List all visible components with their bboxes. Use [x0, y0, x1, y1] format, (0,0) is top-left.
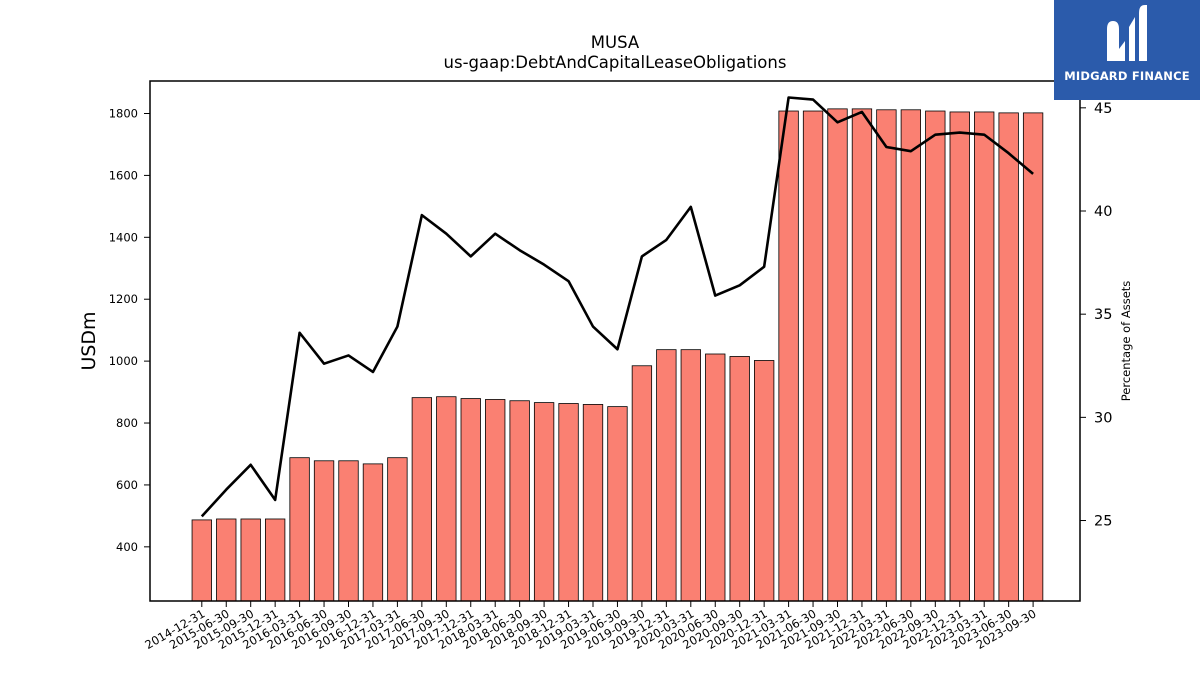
bar-2018-12-31: [558, 403, 579, 602]
left-axis: 400 600 800 1000 1200 1400 1600 1800: [109, 107, 150, 554]
bar-2023-03-31: [974, 111, 995, 602]
right-tick-label: 40: [1094, 204, 1112, 220]
right-axis: 25 30 35 40 45: [1080, 101, 1112, 530]
left-tick-label: 1600: [109, 168, 138, 182]
midgard-m-icon: [1107, 5, 1147, 61]
bar-2021-03-31: [778, 110, 799, 602]
bar-2018-09-30: [533, 402, 555, 602]
bar-2017-03-31: [387, 457, 408, 602]
left-tick-label: 1800: [109, 107, 138, 121]
chart-subtitle: us-gaap:DebtAndCapitalLeaseObligations: [444, 53, 787, 72]
brand-name: MIDGARD FINANCE: [1064, 69, 1190, 83]
left-tick-label: 600: [116, 478, 138, 492]
bar-2023-06-30: [998, 112, 1019, 602]
bar-2020-12-31: [754, 360, 775, 602]
percentage-line: [200, 96, 1034, 518]
bar-2014-12-31: [191, 519, 212, 602]
bar-2019-06-30: [607, 406, 628, 602]
bar-2015-06-30: [216, 518, 237, 602]
bar-2021-06-30: [802, 110, 824, 602]
y2-axis-label: Percentage of Assets: [1119, 281, 1133, 402]
bar-2020-03-31: [680, 349, 701, 602]
bar-2019-09-30: [631, 365, 653, 602]
bar-2023-09-30: [1022, 112, 1044, 602]
bar-2022-06-30: [900, 109, 921, 602]
bar-2017-12-31: [460, 398, 481, 602]
bar-2020-09-30: [729, 356, 750, 602]
bar-2021-09-30: [827, 108, 848, 602]
bar-2022-12-31: [949, 111, 970, 602]
bar-2018-06-30: [509, 400, 530, 602]
bar-2016-12-31: [362, 463, 384, 602]
bar-2016-09-30: [338, 460, 359, 602]
y-axis-label: USDm: [78, 311, 100, 370]
bar-2019-03-31: [582, 404, 604, 602]
bar-2021-12-31: [851, 108, 873, 602]
left-tick-label: 800: [116, 416, 138, 430]
bar-2022-09-30: [925, 110, 946, 602]
left-tick-label: 1000: [109, 354, 138, 368]
plot-frame: [149, 80, 1081, 602]
bar-2022-03-31: [876, 109, 897, 602]
bar-series: [191, 108, 1044, 602]
bar-2019-12-31: [656, 349, 677, 602]
bar-2016-03-31: [289, 457, 310, 602]
left-tick-label: 1200: [109, 292, 138, 306]
bar-2018-03-31: [485, 399, 506, 602]
bar-2017-06-30: [411, 397, 433, 602]
chart-title: MUSA: [591, 33, 640, 52]
bar-2020-06-30: [705, 353, 726, 602]
left-tick-label: 1400: [109, 230, 138, 244]
right-tick-label: 25: [1094, 514, 1112, 530]
bar-2016-06-30: [313, 460, 335, 602]
right-tick-label: 30: [1094, 410, 1112, 426]
bar-2015-09-30: [240, 518, 261, 602]
midgard-finance-logo: MIDGARD FINANCE: [1054, 0, 1200, 100]
bar-2017-09-30: [436, 396, 457, 602]
left-tick-label: 400: [116, 540, 138, 554]
percentage-line-series: [200, 96, 1034, 518]
x-axis: 2014-12-312015-06-302015-09-302015-12-31…: [142, 601, 1039, 652]
right-tick-label: 45: [1094, 101, 1112, 117]
right-tick-label: 35: [1094, 307, 1112, 323]
bar-2015-12-31: [264, 518, 286, 602]
